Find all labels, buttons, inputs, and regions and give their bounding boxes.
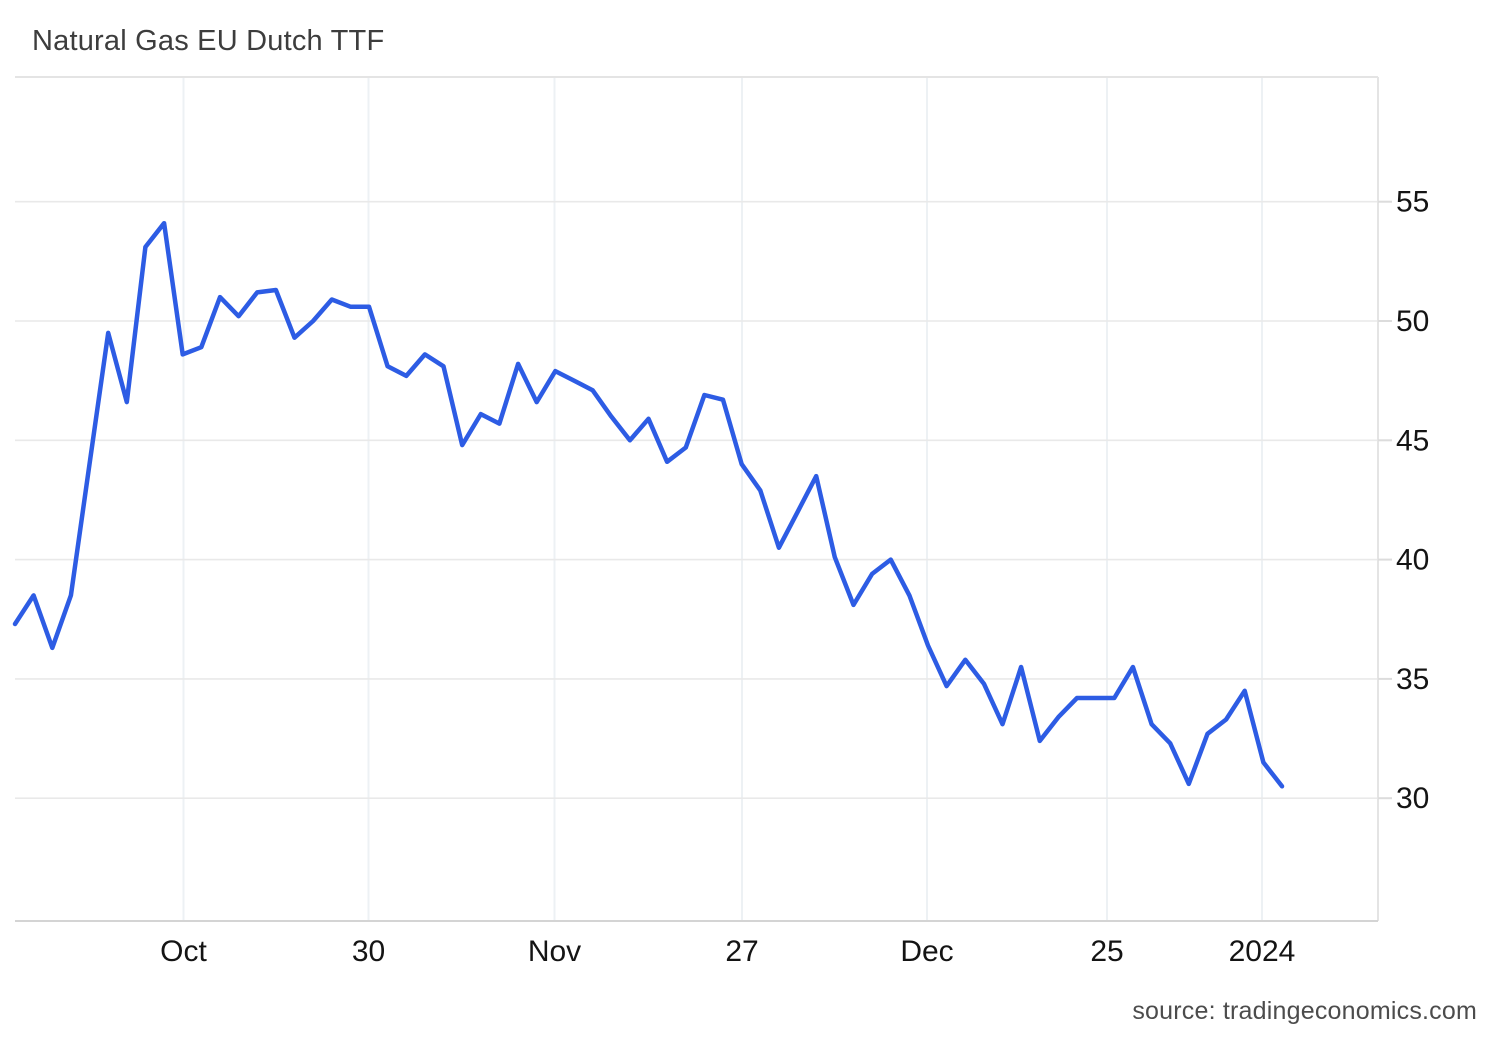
x-axis-label: 30	[352, 935, 385, 968]
x-axis-label: 2024	[1229, 935, 1296, 968]
x-axis-label: 27	[725, 935, 758, 968]
x-axis-label: 25	[1090, 935, 1123, 968]
y-axis-label: 40	[1396, 544, 1429, 577]
price-line-series	[12, 220, 1285, 789]
y-axis-label: 30	[1396, 782, 1429, 815]
y-axis-label: 55	[1396, 186, 1429, 219]
x-axis-label: Nov	[528, 935, 581, 968]
y-axis-label: 45	[1396, 424, 1429, 457]
source-attribution-link[interactable]: source: tradingeconomics.com	[1132, 997, 1477, 1025]
x-axis-label: Oct	[160, 935, 207, 968]
chart-title: Natural Gas EU Dutch TTF	[32, 25, 385, 57]
y-axis-label: 50	[1396, 305, 1429, 338]
y-axis-label: 35	[1396, 663, 1429, 696]
x-axis-label: Dec	[900, 935, 953, 968]
